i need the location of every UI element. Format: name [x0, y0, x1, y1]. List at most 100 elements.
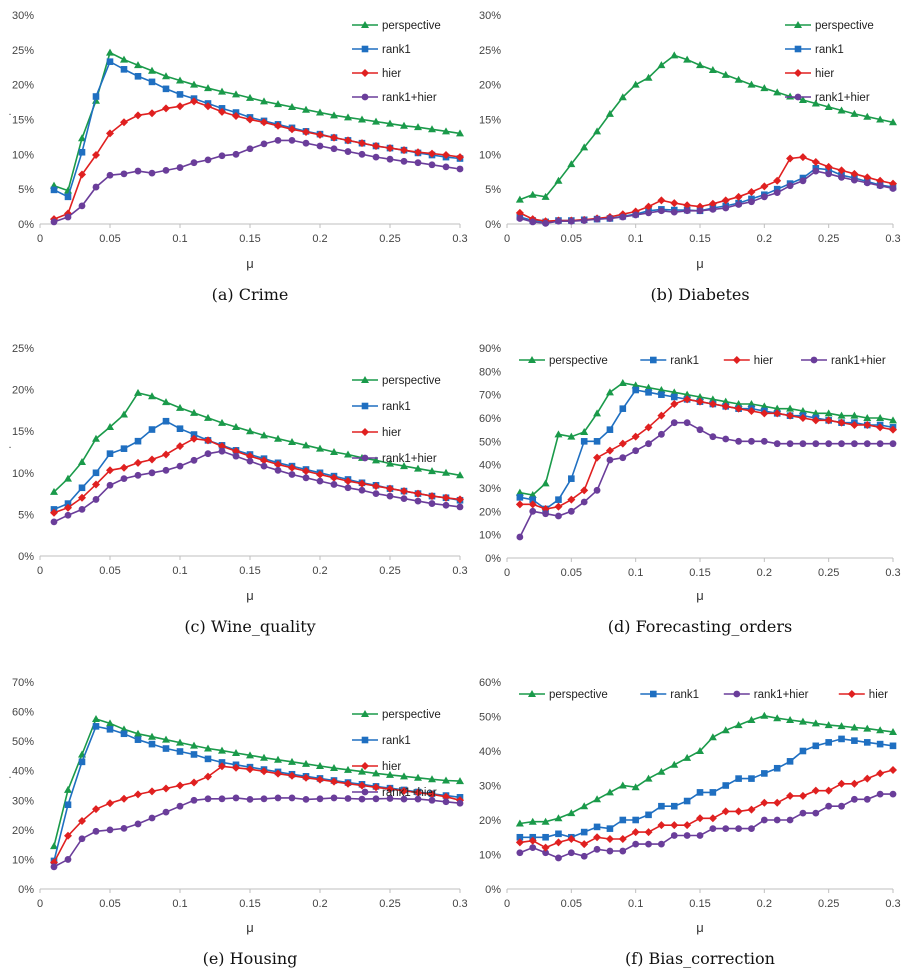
x-tick-label: 0.15: [239, 565, 260, 577]
data-point-rank1: [120, 66, 128, 73]
data-point-rank1-plus-hier: [106, 826, 114, 834]
data-point-perspective: [708, 395, 717, 403]
data-point-perspective: [162, 398, 170, 406]
data-point-perspective: [106, 48, 114, 56]
data-point-rank1: [555, 830, 562, 838]
data-point-hier: [721, 807, 730, 816]
data-point-hier: [734, 807, 743, 816]
data-point-rank1: [92, 93, 100, 100]
data-point-perspective: [528, 190, 537, 198]
data-point-hier: [824, 416, 833, 425]
data-point-perspective: [786, 404, 795, 412]
data-point-hier: [330, 473, 338, 482]
x-tick-label: 0.3: [885, 898, 900, 910]
data-point-perspective: [134, 61, 142, 69]
data-point-rank1-plus-hier: [516, 533, 524, 541]
data-point-perspective: [515, 488, 524, 496]
data-point-hier: [162, 784, 170, 793]
data-point-hier: [696, 397, 704, 406]
data-point-perspective: [541, 817, 550, 825]
data-point-perspective: [850, 723, 859, 731]
data-point-rank1-plus-hier: [863, 440, 871, 448]
legend-label: hier: [382, 427, 401, 439]
data-point-hier: [734, 404, 743, 413]
data-point-perspective: [176, 76, 184, 84]
legend-label: rank1+hier: [815, 92, 870, 104]
y-tick-label: 5%: [18, 509, 34, 521]
panel-caption: (d) Forecasting_orders: [608, 617, 792, 636]
x-tick-label: 0.15: [689, 233, 710, 245]
data-point-hier: [773, 409, 782, 418]
data-point-perspective: [670, 760, 679, 768]
data-point-rank1-plus-hier: [889, 790, 897, 798]
data-point-hier: [618, 439, 627, 448]
data-point-rank1: [606, 825, 614, 832]
data-point-hier: [78, 816, 86, 825]
y-tick-label: 25%: [479, 45, 501, 57]
data-point-rank1-plus-hier: [246, 795, 254, 803]
x-axis-title: μ: [246, 920, 254, 935]
data-point-hier: [316, 130, 324, 139]
legend-label: rank1+hier: [382, 92, 437, 104]
data-point-hier: [837, 779, 846, 788]
legend-marker: [528, 356, 536, 363]
data-point-rank1-plus-hier: [204, 156, 212, 164]
data-point-rank1-plus-hier: [696, 207, 704, 215]
data-point-perspective: [204, 84, 212, 92]
data-point-hier: [176, 781, 184, 790]
data-point-rank1-plus-hier: [555, 217, 562, 225]
data-point-hier: [889, 425, 897, 434]
data-point-perspective: [824, 409, 833, 417]
legend-label: rank1: [382, 401, 411, 413]
x-tick-label: 0.05: [561, 233, 582, 245]
data-point-rank1-plus-hier: [386, 492, 394, 500]
data-point-rank1-plus-hier: [400, 495, 408, 502]
panel-caption: (c) Wine_quality: [184, 617, 315, 636]
data-point-hier: [580, 486, 589, 495]
y-tick-label: 60%: [12, 707, 34, 719]
legend-marker: [528, 690, 536, 697]
data-point-rank1: [120, 730, 128, 738]
legend-label: rank1+hier: [382, 453, 437, 465]
x-tick-label: 0.2: [757, 567, 772, 579]
data-point-hier: [605, 834, 614, 843]
data-point-hier: [837, 418, 846, 427]
data-point-rank1-plus-hier: [358, 150, 366, 158]
data-point-hier: [316, 775, 324, 784]
data-point-rank1-plus-hier: [606, 456, 614, 464]
data-point-rank1-plus-hier: [760, 193, 768, 201]
data-point-hier: [260, 456, 268, 465]
series-line-hier: [519, 156, 894, 223]
data-point-rank1-plus-hier: [786, 440, 794, 448]
data-point-rank1-plus-hier: [78, 202, 86, 210]
data-point-rank1: [645, 811, 652, 819]
data-point-rank1-plus-hier: [162, 166, 170, 174]
data-point-perspective: [288, 757, 296, 765]
data-point-rank1: [134, 73, 142, 80]
data-point-rank1-plus-hier: [542, 219, 549, 227]
data-point-rank1-plus-hier: [330, 794, 338, 802]
data-point-rank1: [106, 58, 114, 65]
series-line-rank1-plus-hier: [53, 139, 461, 223]
data-point-hier: [190, 778, 198, 787]
data-point-rank1-plus-hier: [722, 204, 730, 212]
data-point-rank1: [838, 735, 845, 743]
data-point-rank1-plus-hier: [414, 497, 422, 505]
data-point-perspective: [372, 117, 380, 125]
data-point-perspective: [696, 393, 704, 400]
data-point-perspective: [400, 462, 408, 470]
data-point-perspective: [760, 84, 769, 92]
x-tick-label: 0.1: [628, 898, 643, 910]
data-point-perspective: [734, 400, 743, 407]
data-point-hier: [414, 148, 422, 157]
x-tick-label: 0: [37, 233, 43, 245]
data-point-hier: [274, 769, 282, 778]
data-point-perspective: [204, 413, 212, 421]
data-point-rank1-plus-hier: [889, 440, 897, 448]
x-tick-label: 0.05: [99, 565, 120, 577]
data-point-perspective: [176, 738, 184, 746]
data-point-perspective: [246, 93, 254, 101]
legend-label: rank1: [382, 735, 411, 747]
x-tick-label: 0.1: [172, 565, 187, 577]
data-point-perspective: [232, 748, 240, 756]
